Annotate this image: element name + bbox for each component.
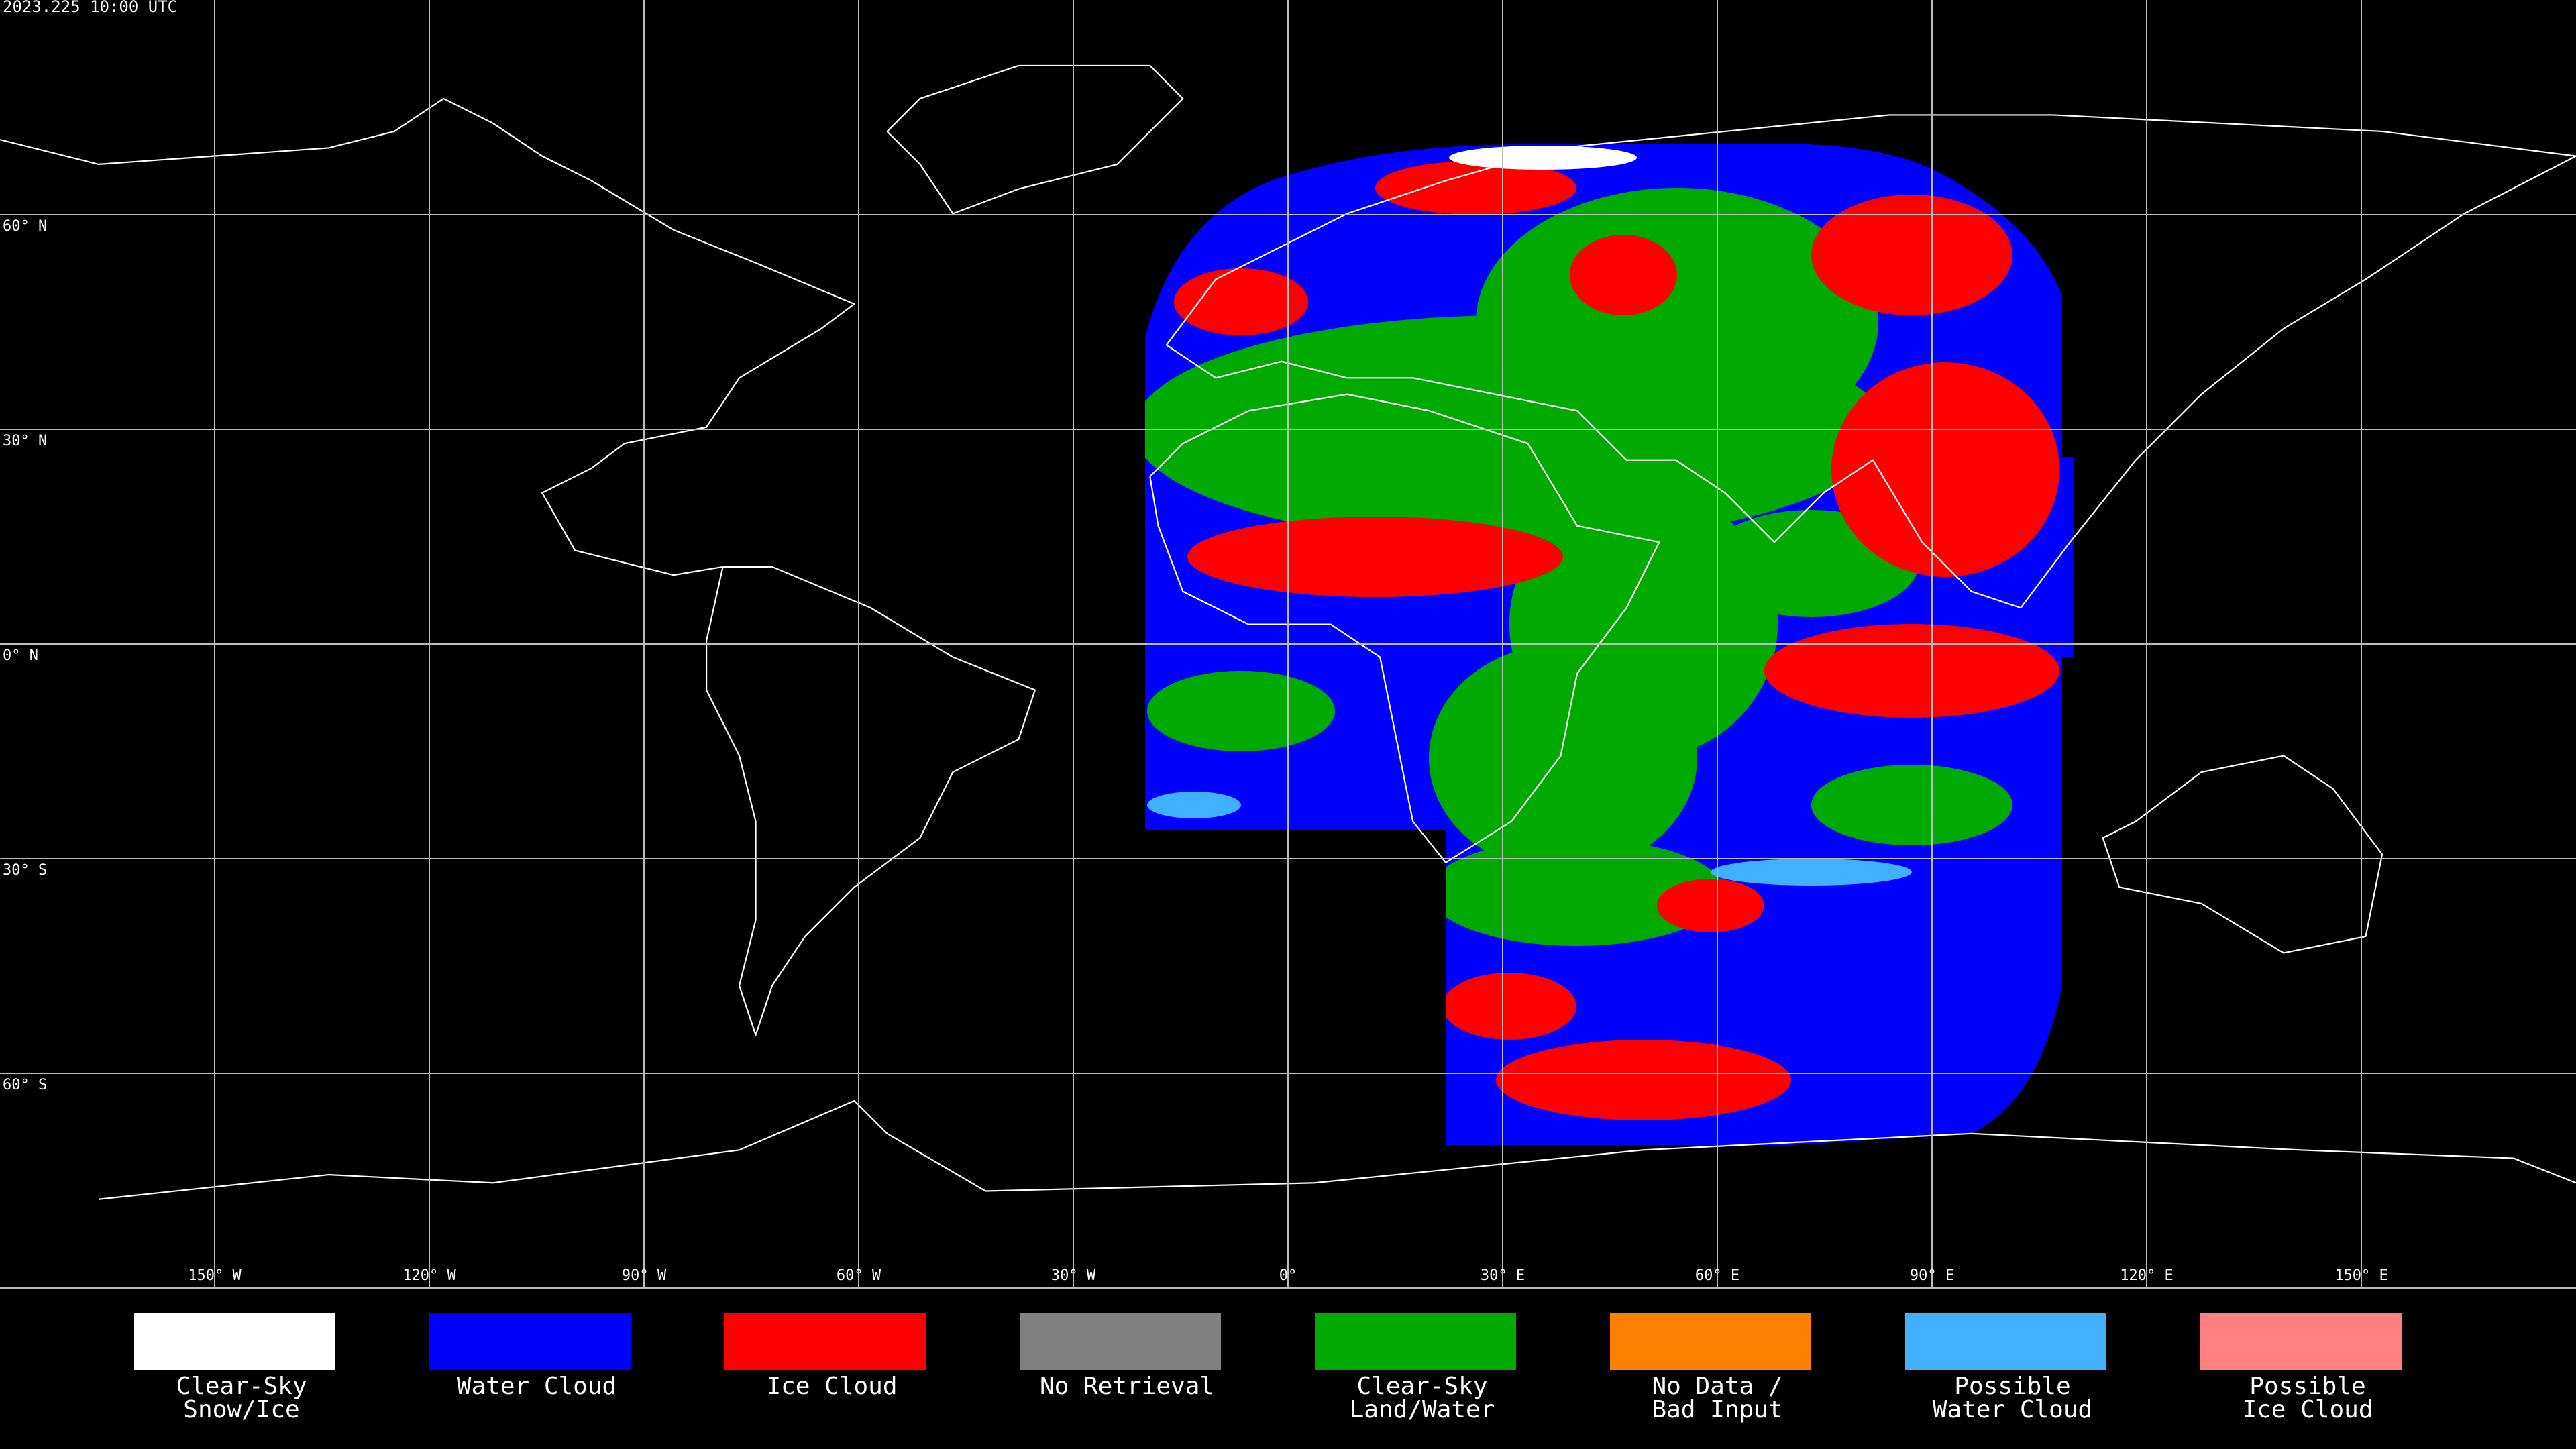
lon-label: 30° W bbox=[1051, 1267, 1096, 1284]
land-area bbox=[1811, 765, 2012, 845]
lon-label: 90° W bbox=[622, 1267, 667, 1284]
lat-label: 30° N bbox=[3, 433, 47, 449]
coastline bbox=[99, 1101, 2576, 1199]
legend-label: Clear-Sky bbox=[1356, 1373, 1487, 1400]
legend-swatch bbox=[429, 1313, 631, 1370]
lon-label: 60° E bbox=[1695, 1267, 1739, 1284]
legend-swatch bbox=[2200, 1313, 2402, 1370]
ice-area bbox=[1811, 195, 2012, 315]
snow-and-possible-areas bbox=[1147, 146, 1912, 885]
legend-swatch bbox=[134, 1313, 335, 1370]
lon-label: 0° bbox=[1279, 1267, 1297, 1284]
lat-label: 30° S bbox=[3, 862, 47, 879]
ice-area bbox=[1442, 973, 1576, 1040]
coastlines bbox=[0, 66, 2576, 1199]
legend-label: Ice Cloud bbox=[766, 1373, 897, 1400]
coastline bbox=[887, 66, 1183, 213]
lon-label: 120° E bbox=[2120, 1267, 2173, 1284]
coastline bbox=[2103, 756, 2382, 953]
ice-area bbox=[1174, 268, 1308, 335]
land-area bbox=[1147, 671, 1335, 751]
lon-label: 150° W bbox=[188, 1267, 241, 1284]
legend-label: Possible bbox=[1954, 1373, 2070, 1400]
lat-label: 0° N bbox=[3, 647, 38, 664]
possible-water-area bbox=[1147, 792, 1241, 818]
timestamp: 2023.225 10:00 UTC bbox=[3, 0, 177, 16]
ice-area bbox=[1570, 235, 1677, 315]
legend-swatch bbox=[1905, 1313, 2106, 1370]
legend-label: No Data / bbox=[1652, 1373, 1782, 1400]
ice-area bbox=[1831, 362, 2059, 577]
ice-area bbox=[1187, 517, 1563, 597]
coastline bbox=[0, 99, 854, 575]
legend-swatch bbox=[1315, 1313, 1516, 1370]
lon-label: 150° E bbox=[2334, 1267, 2387, 1284]
possible-water-area bbox=[1711, 859, 1912, 885]
lon-label: 30° E bbox=[1481, 1267, 1525, 1284]
land-area bbox=[1476, 188, 1878, 456]
legend-label: Water Cloud bbox=[1933, 1396, 2092, 1424]
legend-label: Clear-Sky bbox=[176, 1373, 307, 1400]
lon-label: 60° W bbox=[837, 1267, 881, 1284]
ice-cloud-areas bbox=[1174, 161, 2059, 1120]
lon-label: 120° W bbox=[402, 1267, 456, 1284]
legend-label: Water Cloud bbox=[457, 1373, 616, 1400]
legend-label: Snow/Ice bbox=[183, 1396, 299, 1424]
legend-label: No Retrieval bbox=[1040, 1373, 1214, 1400]
legend-label: Land/Water bbox=[1350, 1396, 1495, 1424]
legend-label: Bad Input bbox=[1652, 1396, 1782, 1424]
legend-label: Possible bbox=[2249, 1373, 2365, 1400]
legend-swatch bbox=[1020, 1313, 1221, 1370]
legend-swatch bbox=[1610, 1313, 1811, 1370]
coastline bbox=[1150, 394, 1659, 863]
lat-label: 60° N bbox=[3, 218, 47, 235]
ice-area bbox=[1375, 161, 1576, 215]
graticule: 150° W 120° W 90° W 60° W 30° W 0° 30° E 60° E 9… bbox=[0, 0, 2576, 1288]
lon-label: 90° E bbox=[1910, 1267, 1954, 1284]
coastline bbox=[1167, 115, 2576, 608]
lat-label: 60° S bbox=[3, 1077, 47, 1093]
legend-label: Ice Cloud bbox=[2242, 1396, 2373, 1424]
ice-area bbox=[1764, 624, 2059, 718]
legend-swatch bbox=[724, 1313, 926, 1370]
ice-area bbox=[1657, 879, 1764, 932]
snow-area bbox=[1449, 146, 1637, 170]
ice-area bbox=[1496, 1040, 1791, 1120]
coastline bbox=[706, 567, 1035, 1035]
